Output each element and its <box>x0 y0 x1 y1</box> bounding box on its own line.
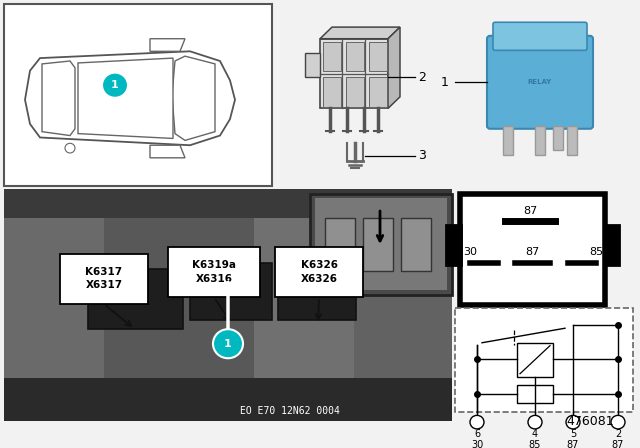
Bar <box>4 189 452 218</box>
Polygon shape <box>172 56 215 140</box>
Bar <box>315 198 447 290</box>
Text: 476081: 476081 <box>566 415 614 428</box>
Bar <box>346 42 364 71</box>
Bar <box>323 42 341 71</box>
Text: 87: 87 <box>525 247 539 257</box>
Bar <box>60 254 148 304</box>
Polygon shape <box>42 61 75 136</box>
Bar <box>605 224 619 265</box>
Bar <box>278 263 356 319</box>
Text: 1: 1 <box>224 339 232 349</box>
Bar <box>517 343 553 377</box>
Circle shape <box>102 73 128 98</box>
Text: 2: 2 <box>615 429 621 439</box>
Polygon shape <box>150 145 185 158</box>
Bar <box>354 218 452 421</box>
Text: 87: 87 <box>567 440 579 448</box>
Bar <box>325 218 355 271</box>
Text: 4: 4 <box>532 429 538 439</box>
Text: 87: 87 <box>612 440 624 448</box>
Polygon shape <box>150 39 185 52</box>
Text: 1: 1 <box>111 80 119 90</box>
Text: K6326
X6326: K6326 X6326 <box>301 260 337 284</box>
Bar <box>168 247 260 297</box>
Bar <box>310 194 452 295</box>
Text: EO E70 12N62 0004: EO E70 12N62 0004 <box>240 406 340 417</box>
Bar <box>346 78 364 107</box>
Bar <box>4 378 452 421</box>
Bar <box>460 194 605 305</box>
Bar <box>323 78 341 107</box>
Bar <box>455 308 633 413</box>
Bar <box>446 224 461 265</box>
Text: 3: 3 <box>418 149 426 162</box>
Bar <box>363 218 393 271</box>
Text: K6319a
X6316: K6319a X6316 <box>192 260 236 284</box>
Bar <box>4 189 452 421</box>
Bar <box>401 218 431 271</box>
Bar <box>190 263 272 319</box>
FancyBboxPatch shape <box>487 36 593 129</box>
Text: RELAY: RELAY <box>528 79 552 85</box>
Bar <box>369 42 387 71</box>
Circle shape <box>611 415 625 429</box>
Bar <box>553 126 563 150</box>
Circle shape <box>566 415 580 429</box>
Bar <box>567 126 577 155</box>
Circle shape <box>470 415 484 429</box>
Bar <box>535 126 545 155</box>
Text: 6: 6 <box>474 429 480 439</box>
Circle shape <box>528 415 542 429</box>
Polygon shape <box>320 27 400 39</box>
Bar <box>4 4 272 186</box>
Bar <box>254 218 354 421</box>
Text: 85: 85 <box>589 247 603 257</box>
Text: K6317
X6317: K6317 X6317 <box>85 267 123 290</box>
Polygon shape <box>78 58 173 138</box>
Text: 85: 85 <box>529 440 541 448</box>
FancyBboxPatch shape <box>493 22 587 50</box>
Text: 5: 5 <box>570 429 576 439</box>
Text: 30: 30 <box>471 440 483 448</box>
Circle shape <box>213 329 243 358</box>
Polygon shape <box>388 27 400 108</box>
Bar <box>305 53 320 78</box>
Text: 30: 30 <box>463 247 477 257</box>
Bar <box>320 39 388 108</box>
Text: 87: 87 <box>523 206 537 216</box>
Bar <box>517 385 553 403</box>
Text: 2: 2 <box>418 71 426 84</box>
Bar <box>4 218 104 421</box>
Polygon shape <box>25 52 235 145</box>
Text: 1: 1 <box>441 76 449 89</box>
Bar <box>104 218 254 421</box>
Bar <box>275 247 363 297</box>
Bar <box>503 126 513 155</box>
Bar <box>88 269 183 329</box>
Bar <box>369 78 387 107</box>
